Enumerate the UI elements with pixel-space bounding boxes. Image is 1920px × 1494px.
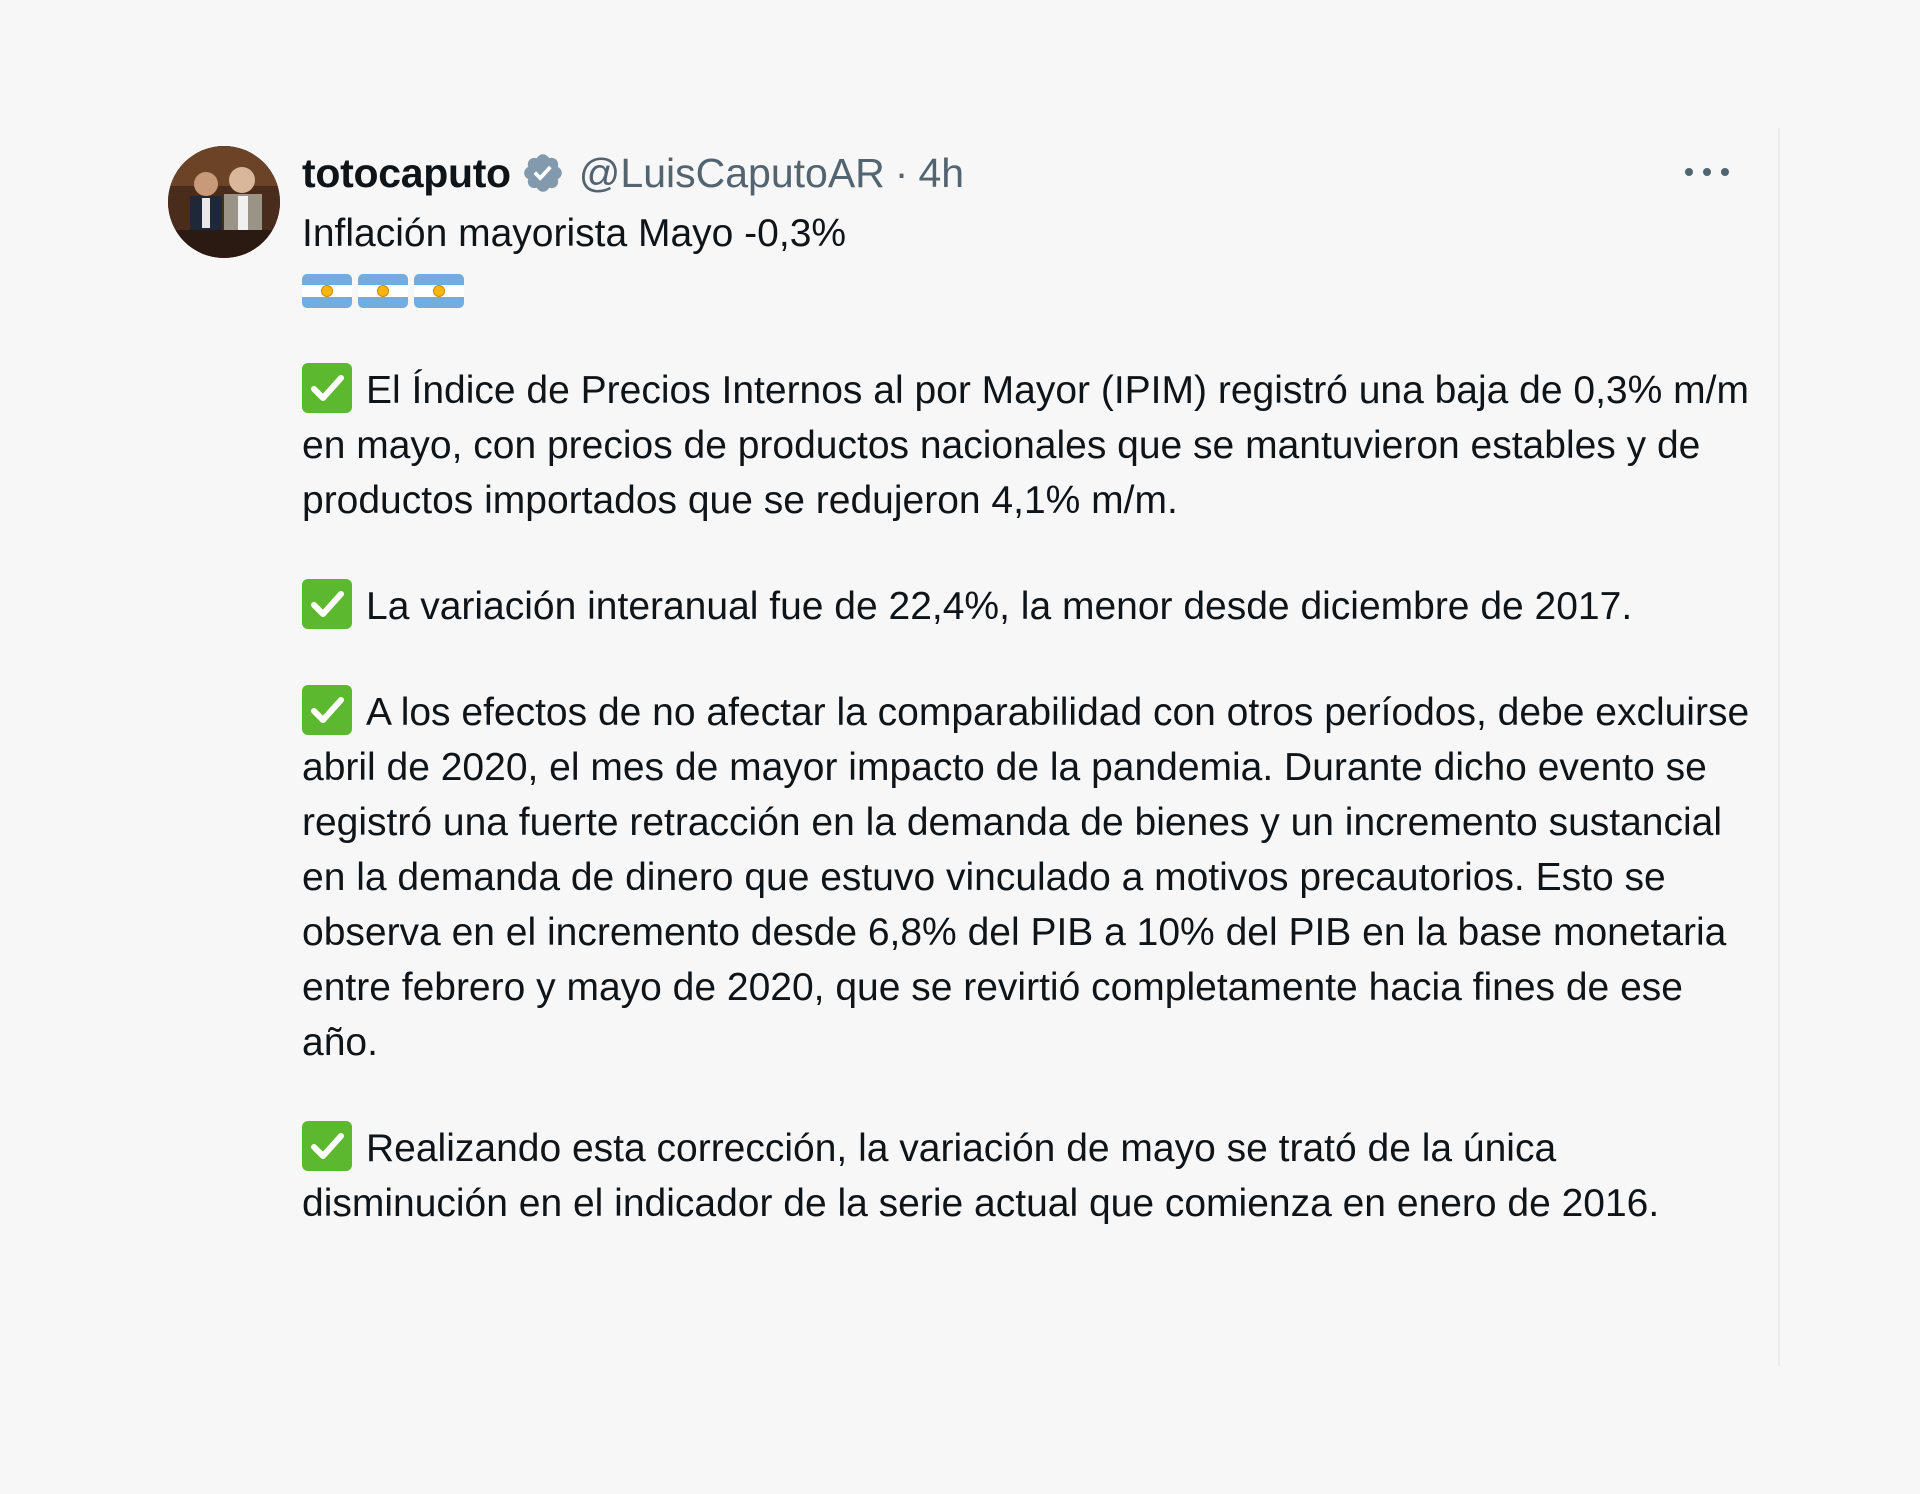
tweet-header: totocaputo @LuisCaputoAR · 4h	[302, 146, 964, 200]
check-mark-icon	[302, 1121, 352, 1171]
avatar-photo	[168, 146, 280, 258]
paragraph-text: El Índice de Precios Internos al por May…	[302, 369, 1749, 522]
check-mark-icon	[302, 363, 352, 413]
separator-dot: ·	[894, 149, 909, 196]
tweet-paragraph: La variación interanual fue de 22,4%, la…	[302, 579, 1762, 634]
more-dot	[1721, 168, 1729, 176]
tweet-paragraph: Realizando esta corrección, la variación…	[302, 1121, 1762, 1231]
verified-badge-icon	[521, 151, 565, 195]
paragraph-text: Realizando esta corrección, la variación…	[302, 1127, 1660, 1225]
author-handle[interactable]: @LuisCaputoAR	[578, 149, 885, 196]
paragraph-text: A los efectos de no afectar la comparabi…	[302, 691, 1750, 1064]
card-edge	[1778, 128, 1780, 1366]
tweet-text: Inflación mayorista Mayo -0,3% El Índice…	[302, 206, 1762, 1231]
paragraph-text: La variación interanual fue de 22,4%, la…	[366, 585, 1633, 628]
avatar[interactable]	[168, 146, 280, 258]
more-options-icon[interactable]	[1685, 156, 1729, 188]
timestamp[interactable]: 4h	[918, 149, 965, 196]
check-mark-icon	[302, 579, 352, 629]
argentina-flag-icon	[302, 274, 352, 308]
argentina-flag-icon	[358, 274, 408, 308]
check-mark-icon	[302, 685, 352, 735]
author-name[interactable]: totocaputo	[302, 149, 511, 196]
more-dot	[1685, 168, 1693, 176]
more-dot	[1703, 168, 1711, 176]
tweet-paragraph: A los efectos de no afectar la comparabi…	[302, 685, 1762, 1070]
argentina-flag-icon	[414, 274, 464, 308]
tweet-paragraph: El Índice de Precios Internos al por May…	[302, 363, 1762, 528]
tweet-headline: Inflación mayorista Mayo -0,3%	[302, 212, 847, 255]
flag-emojis	[302, 271, 1762, 311]
